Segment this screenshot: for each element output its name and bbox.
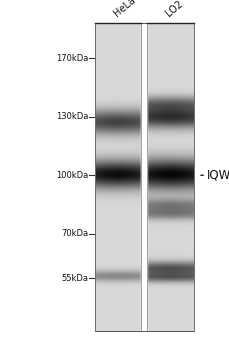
Text: HeLa: HeLa bbox=[112, 0, 137, 19]
Text: LO2: LO2 bbox=[164, 0, 185, 19]
Text: 170kDa: 170kDa bbox=[56, 54, 88, 63]
Bar bbox=[95, 23, 194, 331]
Text: 100kDa: 100kDa bbox=[56, 171, 88, 180]
Text: 70kDa: 70kDa bbox=[61, 229, 88, 238]
Text: 55kDa: 55kDa bbox=[61, 274, 88, 283]
Text: IQWD1: IQWD1 bbox=[207, 169, 229, 182]
Text: 130kDa: 130kDa bbox=[56, 112, 88, 121]
